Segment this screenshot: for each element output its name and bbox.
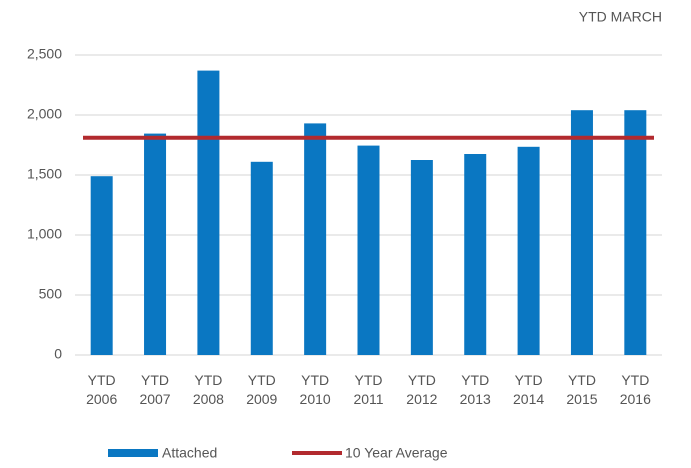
bar (624, 110, 647, 355)
bar (250, 161, 273, 355)
y-tick-label: 2,000 (27, 106, 62, 122)
y-tick-label: 2,500 (27, 46, 62, 62)
bar (90, 176, 113, 355)
chart-subtitle: YTD MARCH (579, 9, 662, 25)
y-tick-label: 0 (54, 346, 62, 362)
x-tick-label: YTD 2014 (513, 372, 544, 407)
x-tick-label: YTD 2006 (86, 372, 117, 407)
x-tick-label: YTD 2007 (139, 372, 170, 407)
bar (570, 110, 593, 355)
x-tick-label: YTD 2010 (300, 372, 331, 407)
y-tick-label: 1,500 (27, 166, 62, 182)
legend-swatch (108, 449, 158, 457)
bar (357, 145, 380, 355)
x-tick-label: YTD 2009 (246, 372, 277, 407)
bar (517, 146, 540, 355)
x-tick-label: YTD 2012 (406, 372, 437, 407)
y-tick-label: 1,000 (27, 226, 62, 242)
y-tick-label: 500 (39, 286, 63, 302)
x-tick-label: YTD 2015 (566, 372, 597, 407)
legend-label: 10 Year Average (345, 445, 448, 461)
x-tick-label: YTD 2011 (353, 372, 383, 407)
x-tick-label: YTD 2016 (620, 372, 651, 407)
bar (304, 123, 327, 356)
x-tick-label: YTD 2013 (460, 372, 491, 407)
bar (410, 160, 433, 355)
bar (197, 70, 220, 355)
bar (464, 154, 487, 355)
x-tick-label: YTD 2008 (193, 372, 224, 407)
legend-label: Attached (162, 445, 217, 461)
bar (144, 133, 167, 355)
